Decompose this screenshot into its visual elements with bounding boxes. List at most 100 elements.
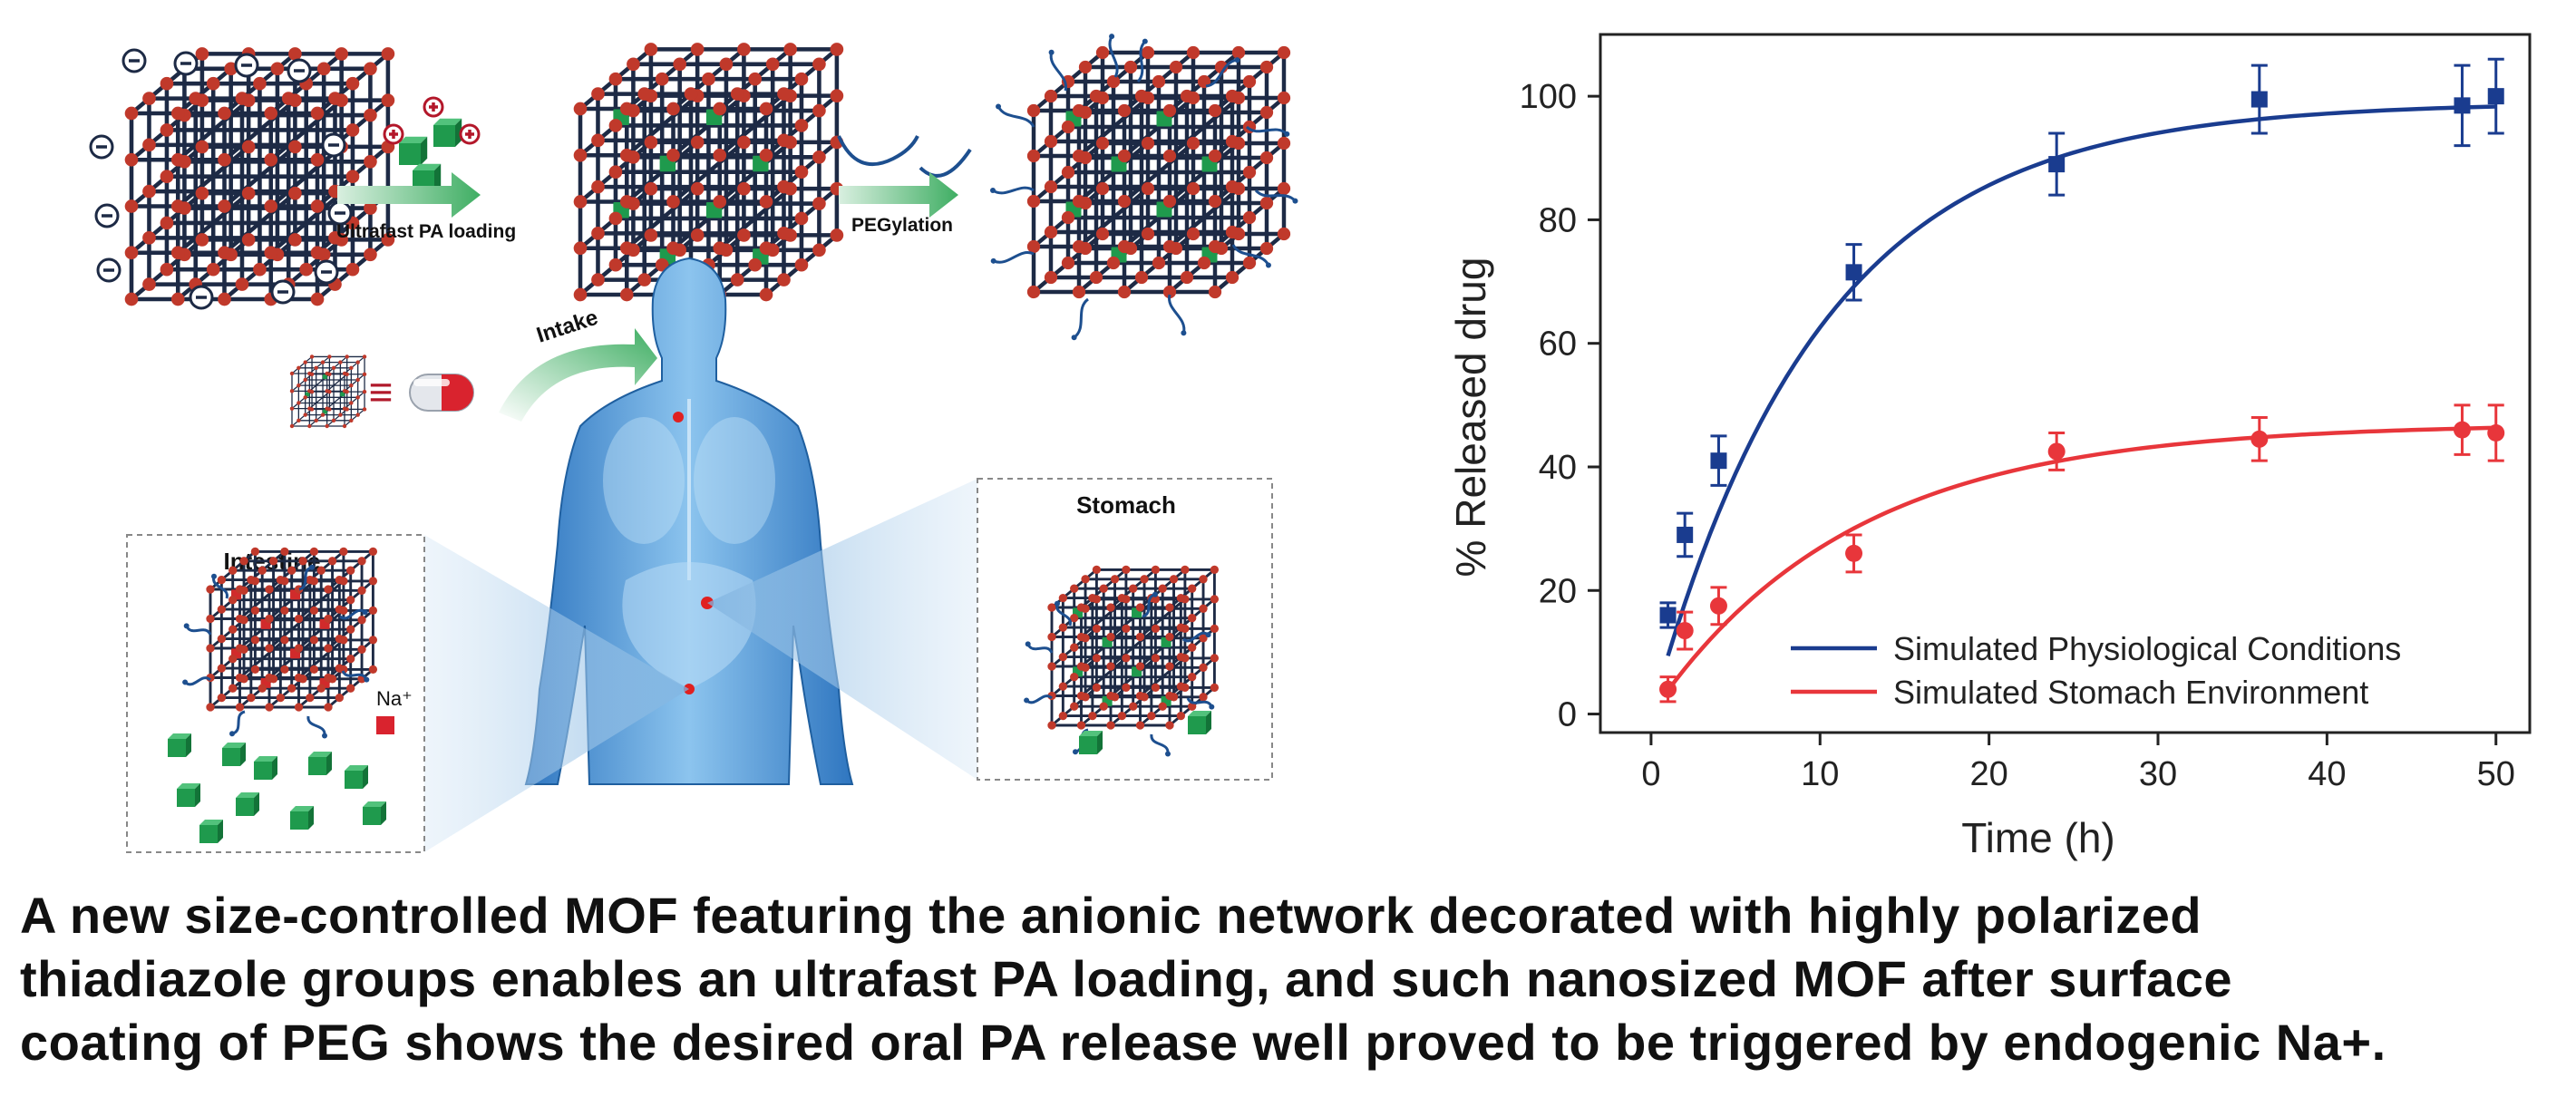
metal-node [830, 89, 844, 102]
metal-node [1061, 210, 1075, 225]
metal-node [316, 566, 326, 575]
metal-node [1242, 256, 1257, 270]
metal-node [280, 547, 289, 557]
metal-node [759, 287, 773, 302]
metal-node [342, 371, 347, 376]
metal-node [1072, 239, 1086, 254]
metal-node [1106, 74, 1121, 89]
metal-node [331, 418, 336, 423]
released-pa-cubes [1079, 711, 1211, 754]
metal-node [206, 644, 215, 653]
caption: A new size-controlled MOF featuring the … [20, 884, 2559, 1074]
metal-node [289, 423, 295, 429]
metal-node [325, 371, 329, 376]
x-tick-label: 10 [1801, 755, 1839, 793]
metal-node [287, 684, 296, 693]
peg-chain [1254, 189, 1297, 202]
metal-node [1072, 194, 1086, 209]
metal-node [160, 76, 174, 91]
metal-node [1208, 194, 1222, 209]
metal-node [303, 395, 307, 400]
metal-node [364, 248, 377, 262]
step2-label: PEGylation [851, 215, 953, 236]
positive-charge-icon [459, 123, 481, 145]
metal-node [1095, 181, 1110, 196]
metal-node [328, 231, 342, 245]
metal-node [730, 273, 744, 286]
metal-node [1165, 721, 1174, 730]
metal-node [364, 154, 377, 169]
metal-node [1117, 285, 1132, 299]
metal-node [1106, 603, 1115, 612]
metal-node [239, 557, 248, 566]
metal-node [1122, 654, 1131, 663]
metal-node [296, 365, 301, 371]
equivalence-symbol: ≡ [369, 368, 394, 415]
peg-end [362, 609, 368, 616]
caption-line: coating of PEG shows the desired oral PA… [20, 1014, 2386, 1071]
metal-node [759, 102, 773, 116]
pa-cube-icon [290, 806, 314, 830]
metal-node [346, 655, 355, 664]
metal-node [325, 423, 329, 429]
metal-node [303, 360, 307, 364]
metal-node [1095, 45, 1110, 60]
metal-node [362, 407, 367, 412]
metal-node [1277, 45, 1291, 60]
metal-node [1099, 584, 1108, 593]
metal-node [1089, 270, 1103, 285]
mof-cube-loaded [573, 43, 844, 302]
metal-node [218, 246, 231, 260]
metal-node [328, 92, 342, 105]
metal-node [253, 76, 267, 91]
metal-node [573, 148, 588, 162]
metal-node [1135, 662, 1145, 671]
peg-end [321, 733, 327, 739]
metal-node [713, 195, 727, 209]
metal-node [307, 371, 312, 376]
metal-node [335, 575, 344, 585]
metal-node [362, 389, 367, 394]
metal-node [368, 606, 378, 616]
metal-node [759, 148, 773, 162]
metal-node [235, 673, 245, 683]
peg-strand-icon [837, 135, 972, 178]
metal-node [1110, 575, 1120, 584]
metal-node [1176, 593, 1185, 603]
metal-node [309, 665, 319, 675]
peg-end [211, 573, 217, 579]
metal-node [1106, 632, 1115, 642]
peg-chain [1231, 244, 1270, 267]
metal-node [730, 87, 744, 101]
metal-node [1058, 652, 1067, 662]
pa-cube-icon [399, 136, 428, 165]
metal-node [218, 152, 231, 167]
negative-charge-icon [189, 285, 214, 310]
loading-arrow-icon [337, 172, 481, 218]
pa-cube-icon [433, 118, 462, 147]
metal-node [296, 383, 301, 388]
metal-node [1026, 239, 1041, 254]
metal-node [206, 585, 215, 594]
metal-node [170, 152, 185, 167]
metal-node [1070, 702, 1079, 711]
metal-node [1099, 702, 1108, 711]
metal-node [1210, 595, 1220, 604]
metal-node [346, 684, 355, 693]
metal-node [1078, 60, 1093, 74]
metal-node [228, 655, 238, 664]
metal-node [355, 413, 360, 417]
metal-node [310, 199, 325, 213]
metal-node [591, 227, 605, 240]
metal-node [1117, 149, 1132, 163]
metal-node [1242, 210, 1257, 225]
metal-node [1134, 89, 1149, 103]
metal-node [265, 614, 274, 624]
data-point [2487, 88, 2504, 105]
pa-guest-cubes [383, 96, 481, 192]
metal-node [324, 585, 333, 594]
metal-node [644, 181, 658, 196]
data-point [1710, 452, 1727, 470]
x-tick-label: 40 [2308, 755, 2346, 793]
positive-charge-icon [383, 123, 404, 145]
